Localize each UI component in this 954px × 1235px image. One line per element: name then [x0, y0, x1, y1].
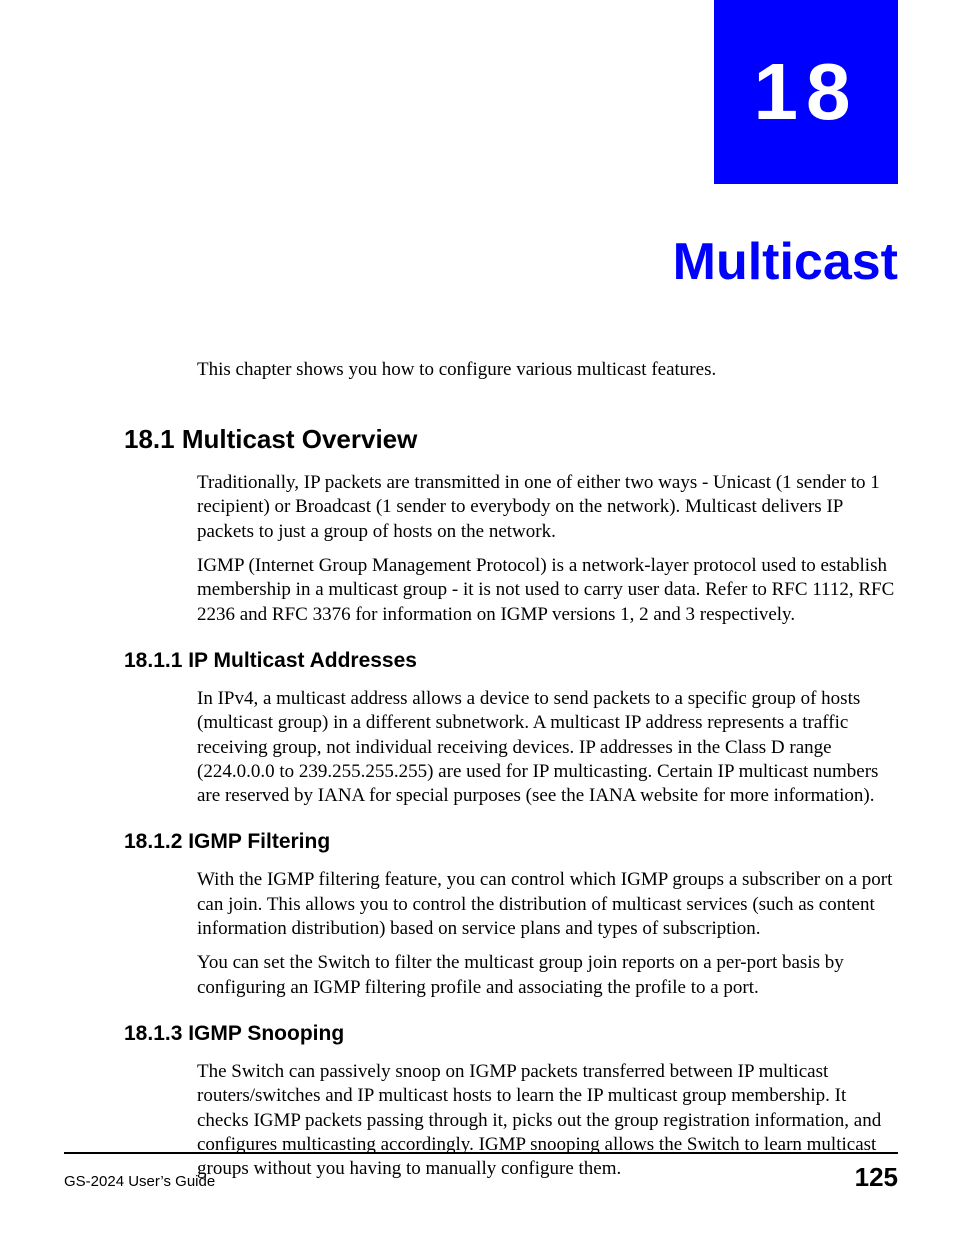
footer-row: GS-2024 User’s Guide 125: [64, 1162, 898, 1193]
section-heading-18-1-3: 18.1.3 IGMP Snooping: [124, 1022, 898, 1046]
body-paragraph: With the IGMP filtering feature, you can…: [197, 868, 898, 941]
chapter-number-box: 18: [714, 0, 898, 184]
body-paragraph: You can set the Switch to filter the mul…: [197, 951, 898, 1000]
page-number: 125: [855, 1162, 898, 1193]
section-heading-18-1: 18.1 Multicast Overview: [124, 424, 898, 455]
page-footer: GS-2024 User’s Guide 125: [64, 1152, 898, 1193]
chapter-intro: This chapter shows you how to configure …: [197, 358, 898, 382]
content-area: 18.1 Multicast Overview Traditionally, I…: [124, 410, 898, 1192]
chapter-number: 18: [754, 46, 859, 138]
body-paragraph: IGMP (Internet Group Management Protocol…: [197, 554, 898, 627]
footer-guide-name: GS-2024 User’s Guide: [64, 1173, 215, 1190]
section-heading-18-1-1: 18.1.1 IP Multicast Addresses: [124, 649, 898, 673]
footer-divider: [64, 1152, 898, 1154]
chapter-title: Multicast: [673, 232, 898, 292]
body-paragraph: Traditionally, IP packets are transmitte…: [197, 471, 898, 544]
section-heading-18-1-2: 18.1.2 IGMP Filtering: [124, 830, 898, 854]
page: 18 Multicast This chapter shows you how …: [0, 0, 954, 1235]
body-paragraph: In IPv4, a multicast address allows a de…: [197, 687, 898, 809]
